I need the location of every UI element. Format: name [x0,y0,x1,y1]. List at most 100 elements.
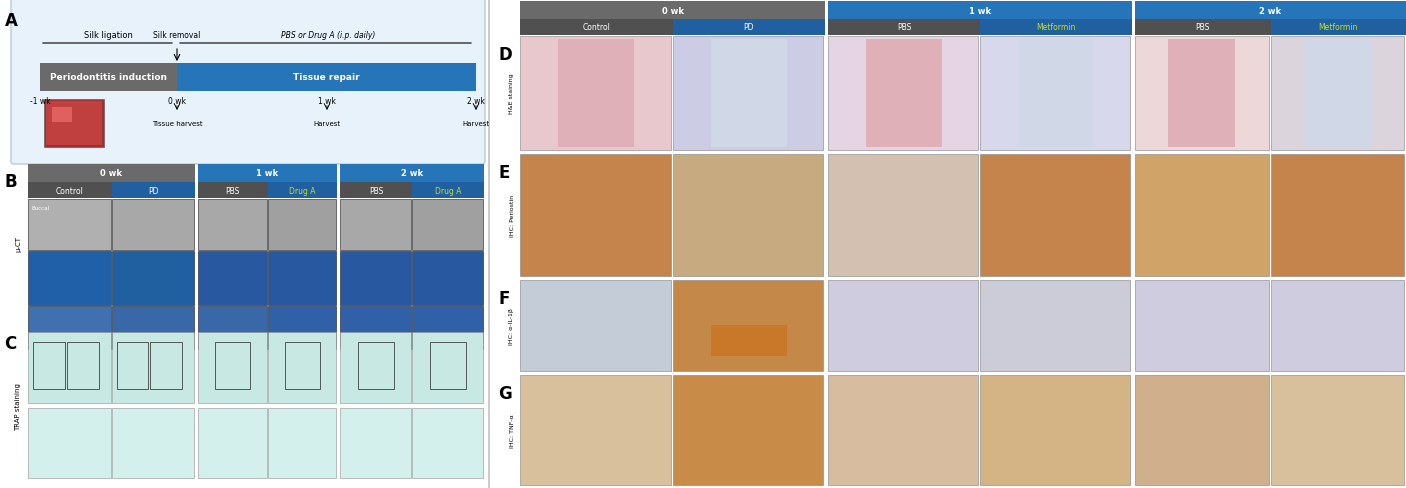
Text: A: A [6,12,18,30]
Bar [28,183,111,199]
Bar [412,306,484,349]
Bar [267,183,337,199]
Text: Tissue repair: Tissue repair [294,73,360,82]
Bar [28,408,111,478]
Bar [150,342,181,389]
Bar [117,342,148,389]
Bar [832,162,976,269]
Text: -1 wk: -1 wk [30,97,51,106]
Bar [672,155,823,276]
Bar [28,251,111,305]
Text: 1 wk: 1 wk [969,6,991,16]
Text: D: D [498,46,512,64]
Text: PBS: PBS [897,23,911,32]
Bar [828,37,979,151]
Bar [111,306,194,349]
Bar [28,164,195,183]
Bar [111,251,194,305]
Bar [28,200,111,250]
Bar [39,64,177,92]
Text: Metformin: Metformin [1319,23,1358,32]
Bar [1018,40,1094,148]
Bar [866,40,942,148]
Text: Tissue harvest: Tissue harvest [152,121,202,127]
Bar [1271,281,1405,371]
Bar [285,342,319,389]
Bar [1271,155,1405,276]
Bar [520,37,671,151]
Bar [359,342,394,389]
Bar [198,183,267,199]
FancyBboxPatch shape [11,0,485,164]
Text: 1 wk: 1 wk [256,169,278,178]
Text: Silk ligation: Silk ligation [84,31,134,41]
Bar [828,2,1132,20]
Bar [340,183,412,199]
Text: TRAP staining: TRAP staining [15,382,21,430]
Bar [340,332,411,403]
Bar [488,0,491,488]
Text: Drug A: Drug A [434,186,461,195]
Bar [412,332,484,403]
Text: Buccal: Buccal [32,205,51,210]
Bar [984,162,1128,269]
Bar [980,281,1130,371]
Bar [1303,40,1371,148]
Bar [340,251,411,305]
Text: Control: Control [56,186,84,195]
Bar [267,306,336,349]
Bar [672,37,823,151]
Text: Silk removal: Silk removal [153,31,201,41]
Bar [46,102,103,146]
Bar [198,251,267,305]
Bar [111,408,194,478]
Text: PBS: PBS [368,186,384,195]
Bar [828,20,980,36]
Text: PBS: PBS [225,186,240,195]
Bar [412,251,484,305]
Bar [980,155,1130,276]
Bar [1139,162,1267,269]
Text: PBS: PBS [1195,23,1211,32]
Bar [198,306,267,349]
Bar [177,64,477,92]
Bar [198,164,337,183]
Bar [340,306,411,349]
Text: C: C [4,334,17,352]
Bar [980,375,1130,485]
Bar [111,200,194,250]
Bar [1135,20,1271,36]
Text: 0 wk: 0 wk [100,169,122,178]
Text: IHC: Periostin: IHC: Periostin [509,195,515,237]
Text: 1 wk: 1 wk [318,97,336,106]
Bar [710,40,786,148]
Bar [1135,37,1268,151]
Bar [1135,375,1268,485]
Bar [1271,20,1406,36]
Bar [1168,40,1234,148]
Text: E: E [498,163,509,182]
Bar [267,251,336,305]
Text: IHC: TNF-α: IHC: TNF-α [509,413,515,447]
Text: 2 wk: 2 wk [467,97,485,106]
Text: F: F [498,289,509,307]
Bar [520,281,671,371]
Bar [672,375,823,485]
Bar [1274,162,1402,269]
Bar [1271,37,1405,151]
Text: Periodontitis induction: Periodontitis induction [51,73,167,82]
Text: Metformin: Metformin [1036,23,1076,32]
Bar [32,342,65,389]
Bar [28,332,111,403]
Bar [111,332,194,403]
Bar [710,325,786,356]
Bar [430,342,465,389]
Bar [111,183,195,199]
Bar [520,2,825,20]
Text: Drug A: Drug A [290,186,315,195]
Bar [267,200,336,250]
Bar [1135,155,1268,276]
Text: B: B [4,173,17,191]
Text: IHC: α-IL-1β: IHC: α-IL-1β [509,307,515,344]
Text: Control: Control [582,23,610,32]
